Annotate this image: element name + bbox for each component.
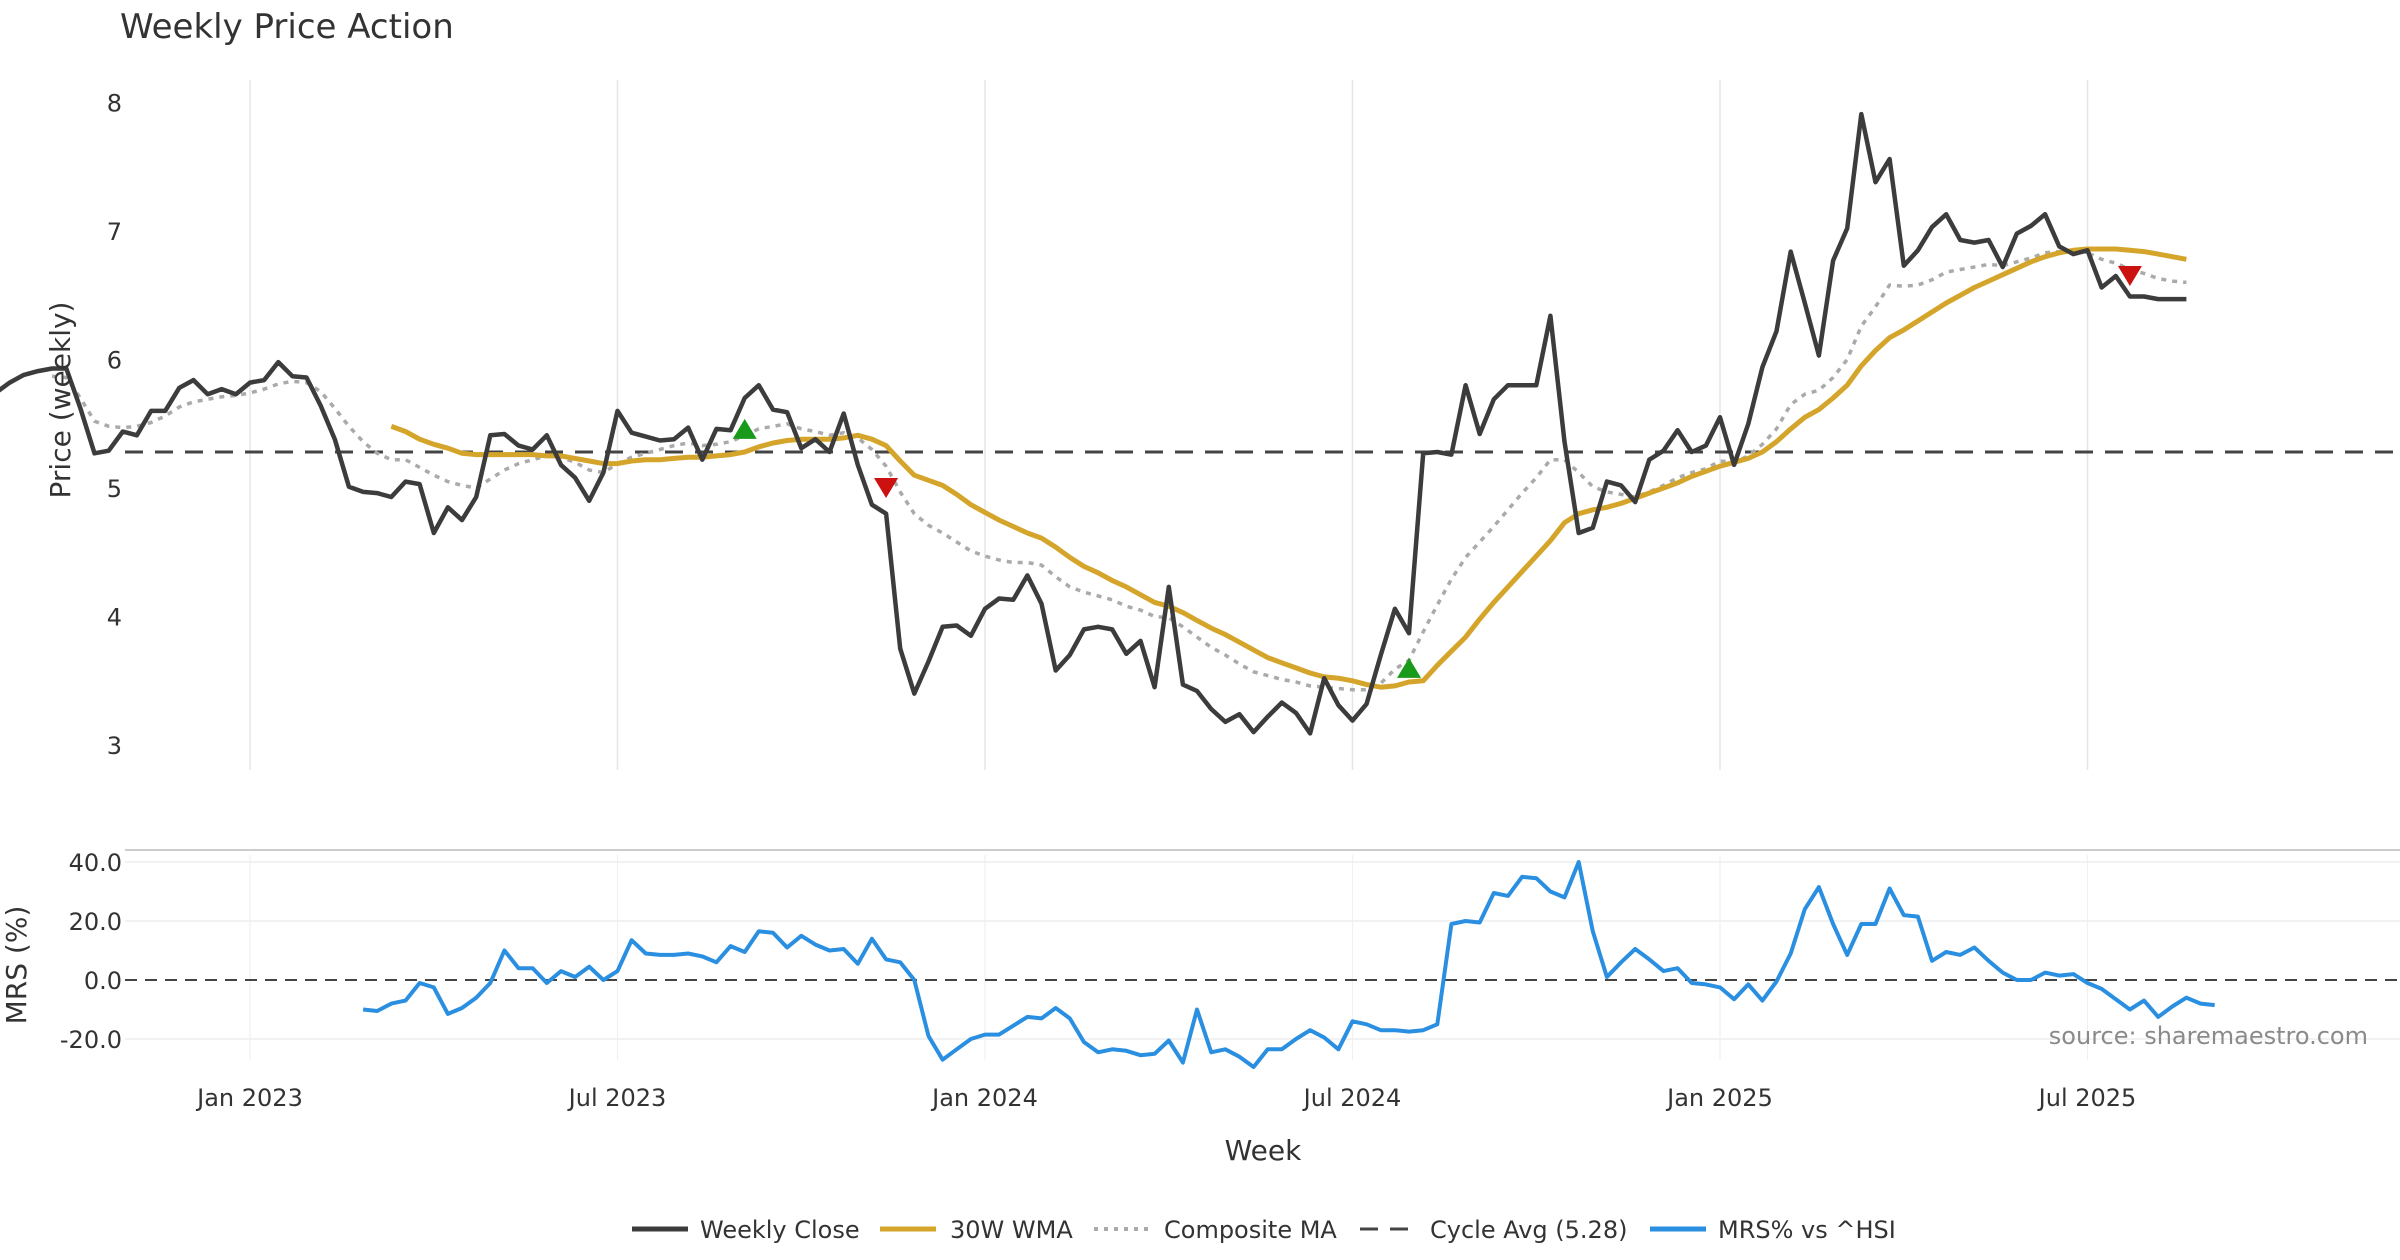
mrs-y-tick-label: 20.0 [69,908,122,936]
legend-label-composite-ma: Composite MA [1164,1216,1337,1244]
series-composite-ma [51,249,2187,692]
legend-label-cycle-avg: Cycle Avg (5.28) [1430,1216,1627,1244]
signal-layer [732,265,2142,678]
legend-label-mrs: MRS% vs ^HSI [1718,1216,1896,1244]
series-30w-wma [390,246,2187,690]
x-tick-label: Jul 2024 [1302,1084,1402,1112]
buy-signal-marker [1397,657,1422,678]
series-mrs [362,860,2215,1069]
price-y-tick-label: 8 [107,90,122,118]
mrs-y-axis-label: MRS (%) [0,906,33,1025]
x-tick-label: Jan 2025 [1665,1084,1773,1112]
legend: Weekly Close 30W WMA Composite MA Cycle … [632,1216,1896,1244]
source-note: source: sharemaestro.com [2049,1022,2368,1050]
price-y-tick-label: 4 [107,604,122,632]
price-y-tick-label: 7 [107,218,122,246]
legend-label-30w-wma: 30W WMA [950,1216,1073,1244]
buy-signal-marker [732,418,757,439]
price-y-tick-label: 6 [107,347,122,375]
mrs-y-tick-label: -20.0 [60,1026,122,1054]
x-tick-label: Jul 2023 [567,1084,667,1112]
legend-label-weekly-close: Weekly Close [700,1216,860,1244]
mrs-y-tick-label: 0.0 [84,967,122,995]
series-weekly-close [0,111,2187,736]
chart-title: Weekly Price Action [120,7,454,47]
x-tick-label: Jul 2025 [2037,1084,2137,1112]
x-tick-label: Jan 2024 [930,1084,1038,1112]
x-tick-labels: Jan 2023 Jul 2023 Jan 2024 Jul 2024 Jan 2025… [195,1084,2136,1112]
price-y-tick-labels: 3 4 5 6 7 8 [107,90,122,761]
price-y-axis-label: Price (weekly) [44,302,77,499]
mrs-y-tick-labels: -20.0 0.0 20.0 40.0 [60,849,122,1054]
sell-signal-marker [2117,265,2142,286]
mrs-y-tick-label: 40.0 [69,849,122,877]
grid-layer [125,80,2400,1060]
price-y-tick-label: 3 [107,732,122,760]
x-tick-label: Jan 2023 [195,1084,303,1112]
price-y-tick-label: 5 [107,475,122,503]
sell-signal-marker [874,478,899,498]
series-layer [0,111,2400,1069]
x-axis-label: Week [1225,1134,1302,1167]
